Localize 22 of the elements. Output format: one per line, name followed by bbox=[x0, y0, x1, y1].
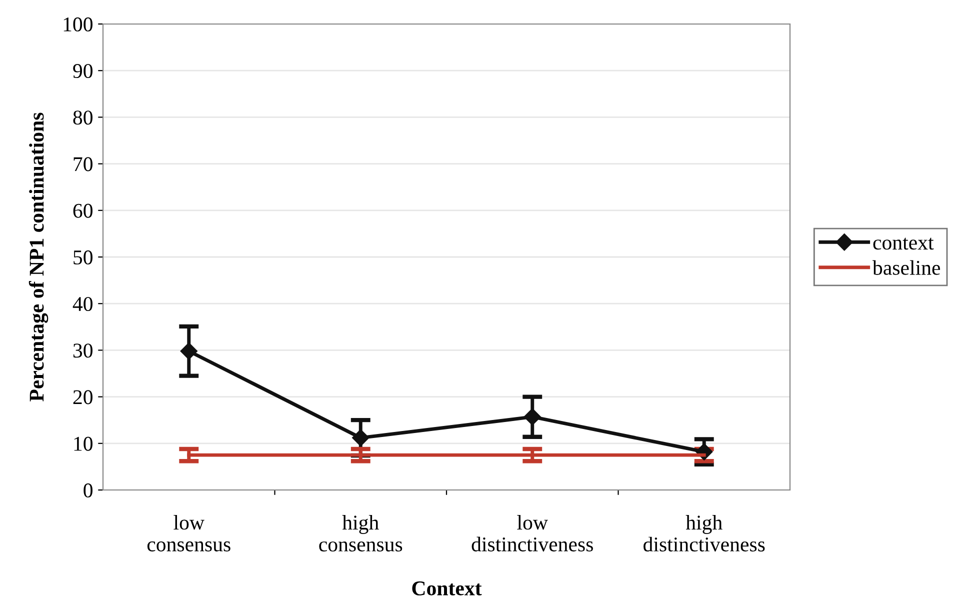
legend-label: context bbox=[873, 238, 934, 250]
y-axis-title: Percentage of NP1 continuations bbox=[28, 112, 48, 402]
y-tick-label: 50 bbox=[74, 250, 92, 264]
x-tick-label: high consensus bbox=[319, 515, 402, 552]
point bbox=[180, 342, 198, 360]
y-tick-label: 40 bbox=[72, 296, 92, 312]
y-tick-label: 10 bbox=[74, 436, 92, 451]
point bbox=[352, 429, 370, 446]
x-tick-label: low distinctiveness bbox=[472, 515, 593, 552]
x-tick-label: low consensus bbox=[147, 515, 230, 552]
x-axis-title: Context bbox=[412, 581, 482, 596]
y-tick-label: 80 bbox=[73, 110, 92, 125]
y-tick-label: 60 bbox=[73, 204, 92, 218]
y-tick-label: 100 bbox=[64, 17, 92, 32]
y-tick-label: 20 bbox=[73, 390, 92, 404]
y-tick-label: 0 bbox=[84, 483, 92, 498]
y-tick-label: 90 bbox=[73, 64, 92, 78]
legend-label: baseline bbox=[872, 260, 940, 275]
y-tick-label: 70 bbox=[74, 157, 92, 172]
x-tick-label: high distinctiveness bbox=[644, 515, 765, 552]
point bbox=[524, 408, 541, 426]
y-tick-label: 30 bbox=[73, 344, 92, 358]
